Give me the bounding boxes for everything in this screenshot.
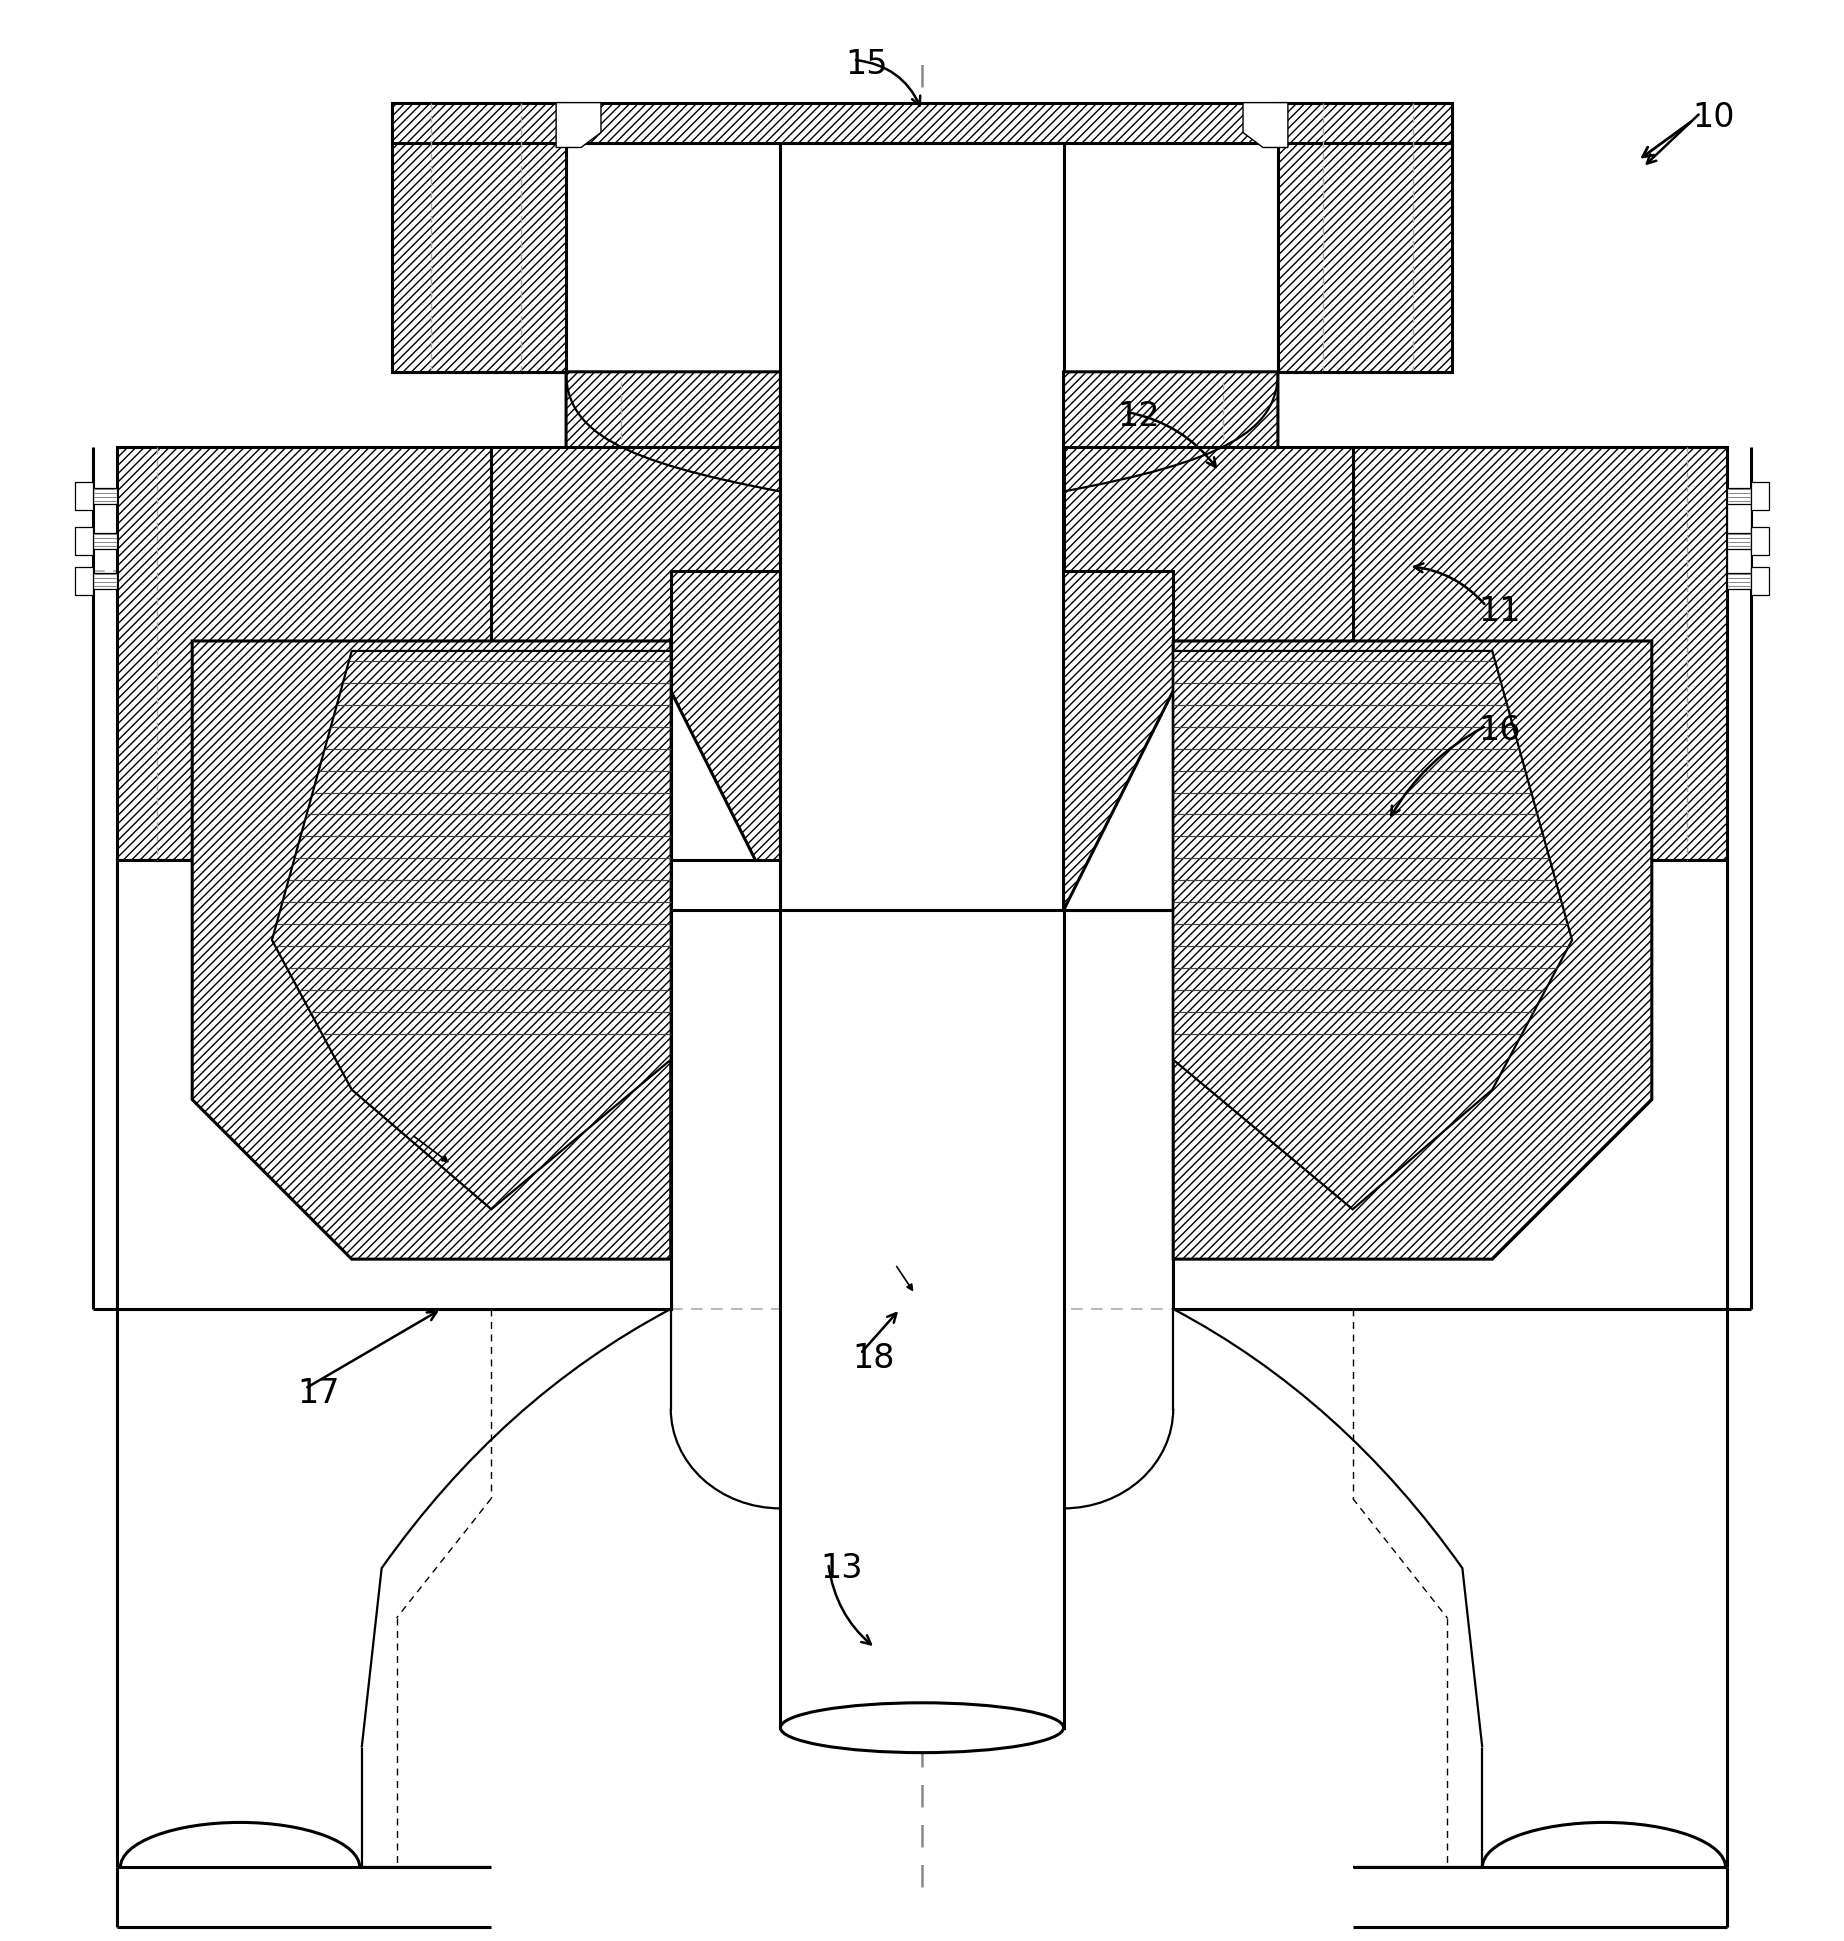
- Text: 10: 10: [1693, 101, 1735, 134]
- Text: 12: 12: [1117, 400, 1160, 433]
- Polygon shape: [391, 103, 566, 373]
- Polygon shape: [1173, 641, 1726, 1308]
- Polygon shape: [1353, 446, 1726, 860]
- Polygon shape: [1726, 534, 1752, 549]
- Polygon shape: [1243, 103, 1287, 148]
- Polygon shape: [1752, 528, 1770, 555]
- Polygon shape: [1278, 103, 1453, 373]
- Polygon shape: [74, 567, 92, 596]
- Polygon shape: [566, 373, 780, 910]
- Polygon shape: [1726, 573, 1752, 590]
- Polygon shape: [557, 103, 601, 148]
- Polygon shape: [1064, 373, 1278, 910]
- Polygon shape: [118, 446, 491, 860]
- Polygon shape: [1173, 641, 1652, 1260]
- Text: 13: 13: [821, 1551, 863, 1584]
- Polygon shape: [391, 103, 1453, 142]
- Polygon shape: [1064, 446, 1353, 641]
- Polygon shape: [1064, 641, 1726, 1308]
- Polygon shape: [74, 483, 92, 510]
- Polygon shape: [491, 446, 780, 641]
- Polygon shape: [118, 641, 780, 1308]
- Polygon shape: [92, 534, 118, 549]
- Polygon shape: [780, 142, 1064, 910]
- Text: 15: 15: [845, 49, 887, 82]
- Text: 18: 18: [852, 1343, 894, 1376]
- Polygon shape: [1173, 650, 1573, 1209]
- Text: 16: 16: [1479, 714, 1521, 747]
- Polygon shape: [74, 528, 92, 555]
- Polygon shape: [1752, 483, 1770, 510]
- Polygon shape: [1726, 489, 1752, 505]
- Polygon shape: [271, 650, 671, 1209]
- Text: 17: 17: [297, 1378, 339, 1411]
- Polygon shape: [1726, 491, 1752, 580]
- Ellipse shape: [780, 1702, 1064, 1753]
- Polygon shape: [118, 641, 671, 1308]
- Polygon shape: [1752, 567, 1770, 596]
- Polygon shape: [92, 489, 118, 505]
- Polygon shape: [192, 641, 671, 1260]
- Text: 11: 11: [1479, 594, 1521, 627]
- Polygon shape: [92, 573, 118, 590]
- Polygon shape: [780, 910, 1064, 1727]
